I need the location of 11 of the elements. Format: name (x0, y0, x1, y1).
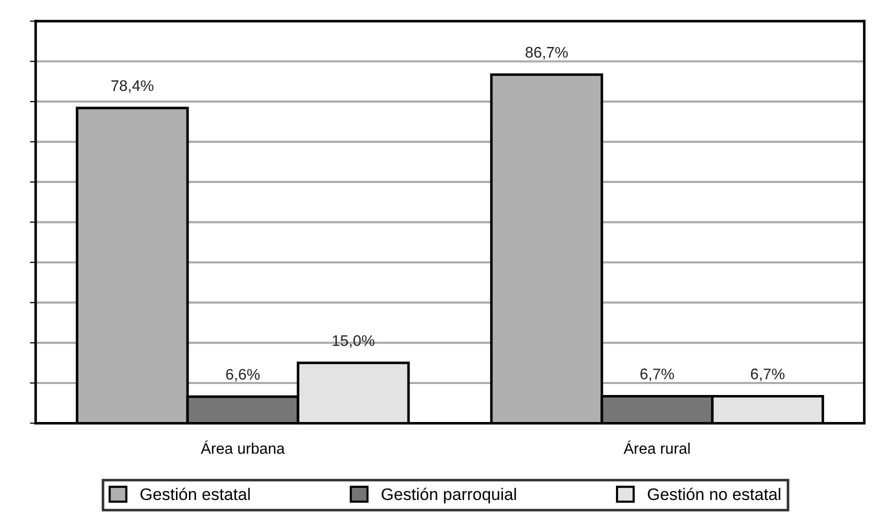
x-tick-label: Área urbana (200, 440, 285, 454)
data-label: 6,7% (750, 368, 784, 382)
data-label: 78,4% (111, 80, 154, 93)
legend-label: Gestión no estatal (648, 488, 780, 500)
legend-label: Gestión estatal (140, 488, 250, 500)
data-label: 6,7% (640, 368, 674, 382)
x-tick-label: Área rural (624, 440, 690, 454)
legend-label: Gestión parroquial (382, 488, 516, 504)
data-label: 86,7% (526, 46, 568, 60)
data-label: 6,6% (226, 368, 260, 382)
data-label: 15,0% (332, 335, 374, 348)
